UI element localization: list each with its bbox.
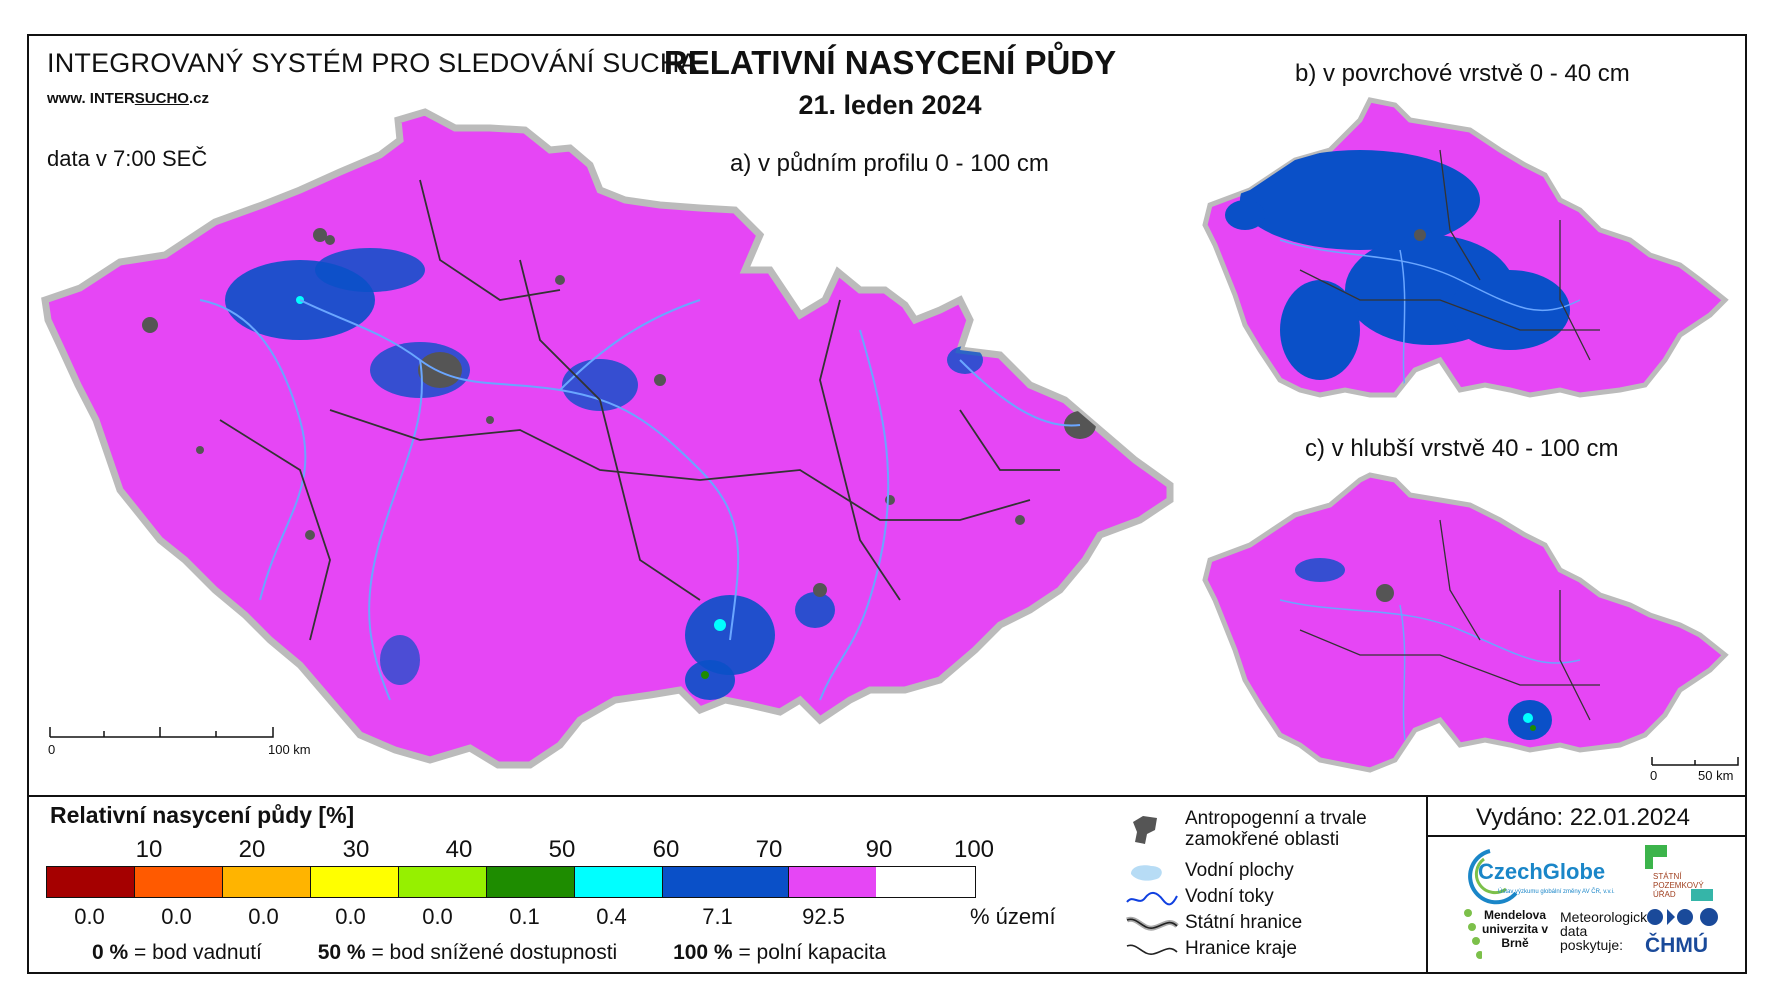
czechglobe-logo: CzechGlobe Ústav výzkumu globální změny … [1460, 845, 1630, 910]
urban-area-icon [1133, 816, 1157, 844]
symbol-region-border-label: Hranice kraje [1185, 938, 1297, 959]
symbol-region-border: Hranice kraje [1125, 938, 1425, 966]
legend-definitions: 0 % = bod vadnutí 50 % = bod snížené dos… [92, 941, 936, 965]
mendel-text: Mendelova univerzita v Brně [1481, 908, 1549, 950]
scale-c-end: 50 km [1698, 768, 1734, 783]
chmu-logo: ČHMÚ [1645, 905, 1721, 958]
scale-c-zero: 0 [1650, 768, 1658, 783]
symbol-state-border: Státní hranice [1125, 912, 1425, 940]
tick-label: 10 [135, 836, 163, 863]
tick-label: 40 [445, 836, 473, 863]
state-border-icon [1126, 916, 1179, 931]
website-link[interactable]: www. INTERSUCHO.cz [47, 90, 209, 107]
symbol-anthropogenic: Antropogenní a trvale zamokřené oblasti [1125, 808, 1425, 852]
scale-bar-a [49, 727, 274, 738]
pct-unit: % území [970, 904, 1056, 929]
def-value: 50 % [317, 941, 366, 964]
czechglobe-text: CzechGlobe [1478, 859, 1606, 884]
def-text: = polní kapacita [738, 941, 887, 964]
def-value: 100 % [673, 941, 733, 964]
symbol-water-courses-label: Vodní toky [1185, 886, 1274, 907]
scale-a-zero: 0 [48, 742, 56, 757]
legend-class-percentage: 0.4 [596, 904, 627, 929]
symbol-anthropogenic-label: Antropogenní a trvale zamokřené oblasti [1185, 808, 1367, 850]
website-suffix: .cz [188, 90, 209, 107]
mendel-icon [1464, 909, 1484, 959]
legend-divider [27, 795, 1747, 797]
legend-ticks: 10 20 30 40 50 60 70 90 100 [46, 836, 994, 864]
legend-class-swatch [663, 867, 789, 897]
czechglobe-subtext: Ústav výzkumu globální změny AV ČR, v.v.… [1498, 889, 1615, 895]
legend-class-percentage: 92.5 [802, 904, 845, 929]
tick-label: 100 [953, 836, 995, 863]
tick-label: 30 [342, 836, 370, 863]
legend-class-swatch [487, 867, 575, 897]
legend-class-swatch [399, 867, 487, 897]
chmu-icon [1647, 908, 1718, 926]
website-highlight: SUCHO [134, 90, 189, 107]
symbol-water-courses: Vodní toky [1125, 886, 1425, 914]
legend-percentages: 0.0 0.0 0.0 0.0 0.0 0.1 0.4 7.1 92.5 [46, 904, 1056, 932]
legend-class-swatch [47, 867, 135, 897]
legend-class-percentage: 0.0 [422, 904, 453, 929]
chmu-text: ČHMÚ [1645, 934, 1708, 957]
map-a-label: a) v půdním profilu 0 - 100 cm [730, 150, 1049, 177]
legend-class-swatch [575, 867, 663, 897]
legend-class-swatch [135, 867, 223, 897]
issued-divider [1426, 795, 1428, 974]
tick-label: 50 [548, 836, 576, 863]
mendel-logo: Mendelova univerzita v Brně [1462, 908, 1548, 973]
def-text: = bod vadnutí [134, 941, 262, 964]
scale-a-end: 100 km [268, 742, 311, 757]
scale-bar-c [1651, 757, 1739, 766]
tick-label: 90 [865, 836, 893, 863]
tick-label: 60 [652, 836, 680, 863]
data-time: data v 7:00 SEČ [47, 146, 208, 171]
map-c-label: c) v hlubší vrstvě 40 - 100 cm [1305, 435, 1619, 462]
issued-underline [1426, 835, 1747, 837]
legend-class-percentage: 0.0 [335, 904, 366, 929]
legend-class-percentage: 7.1 [702, 904, 733, 929]
legend-class-percentage: 0.0 [74, 904, 105, 929]
tick-label: 70 [755, 836, 783, 863]
system-title: INTEGROVANÝ SYSTÉM PRO SLEDOVÁNÍ SUCHA [47, 48, 698, 78]
river-icon [1126, 892, 1178, 906]
water-body-icon [1131, 865, 1162, 881]
tick-label: 20 [238, 836, 266, 863]
legend-class-swatch [789, 867, 876, 897]
website-prefix: www. INTER [47, 90, 135, 107]
def-text: = bod snížené dostupnosti [371, 941, 618, 964]
page-date: 21. leden 2024 [798, 90, 982, 120]
symbol-water-bodies: Vodní plochy [1125, 860, 1425, 888]
symbol-state-border-label: Státní hranice [1185, 912, 1303, 933]
legend-class-percentage: 0.1 [509, 904, 540, 929]
legend-class-swatch [223, 867, 311, 897]
legend-class-swatch [311, 867, 399, 897]
issued-date: Vydáno: 22.01.2024 [1476, 804, 1690, 831]
legend-title: Relativní nasycení půdy [%] [50, 802, 355, 828]
def-value: 0 % [92, 941, 129, 964]
legend-class-percentage: 0.0 [248, 904, 279, 929]
spu-mark-icon [1691, 889, 1713, 901]
czechglobe-icon [1468, 849, 1518, 905]
legend-color-bar [46, 866, 976, 898]
spu-text: STÁTNÍ POZEMKOVÝ ÚŘAD [1653, 872, 1704, 899]
region-border-icon [1126, 944, 1178, 955]
page-title: RELATIVNÍ NASYCENÍ PŮDY [663, 44, 1117, 81]
map-b-label: b) v povrchové vrstvě 0 - 40 cm [1295, 60, 1630, 87]
symbol-water-bodies-label: Vodní plochy [1185, 860, 1294, 881]
spu-logo: STÁTNÍ POZEMKOVÝ ÚŘAD [1645, 845, 1715, 901]
legend-class-percentage: 0.0 [161, 904, 192, 929]
spu-icon [1645, 845, 1667, 869]
chmu-note: Meteorologická data poskytuje: [1560, 909, 1655, 953]
